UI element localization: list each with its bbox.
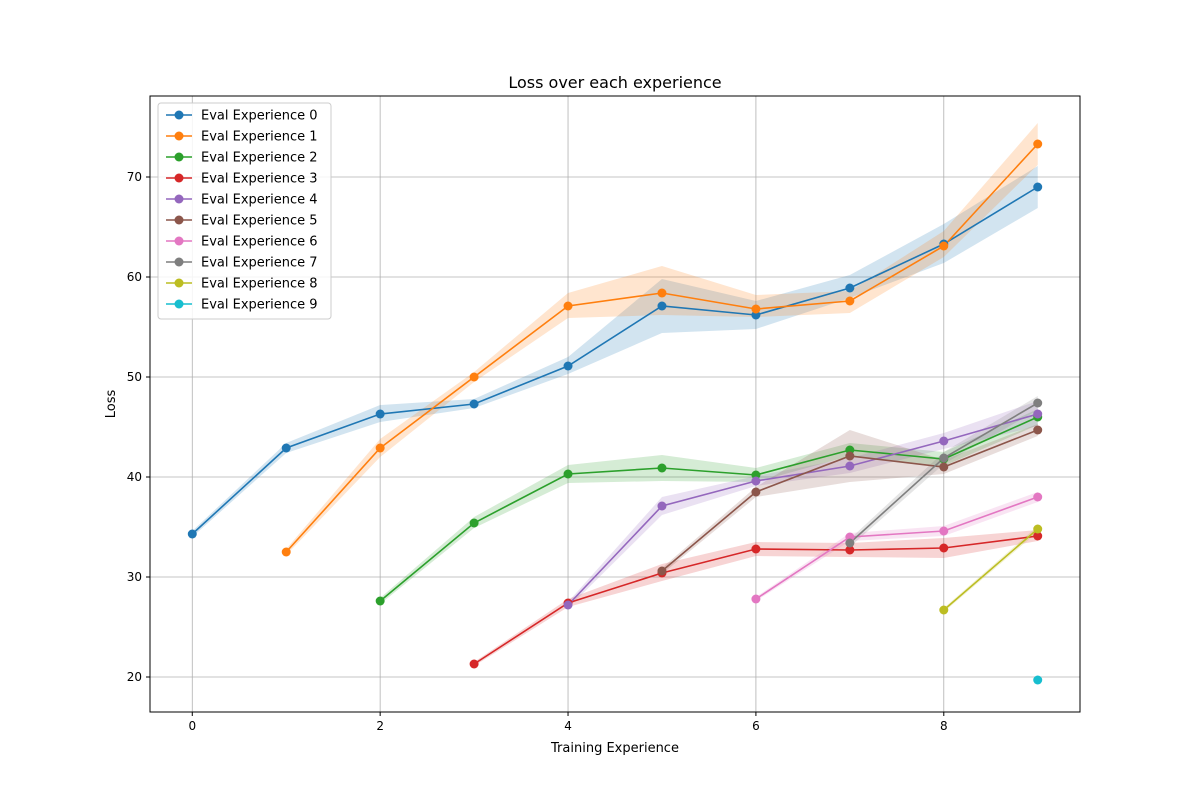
line-series-1 (285, 143, 1039, 553)
legend-marker (174, 278, 184, 288)
point-series-2 (657, 463, 667, 473)
point-series-2 (375, 596, 385, 606)
y-tick-label: 30 (127, 570, 142, 584)
line-series-2 (379, 416, 1039, 602)
point-series-8 (939, 605, 949, 615)
band-series-6 (755, 492, 1038, 601)
y-tick-label: 20 (127, 670, 142, 684)
point-series-7 (1033, 398, 1043, 408)
line-series-8 (943, 528, 1039, 611)
line-series-0 (191, 186, 1039, 535)
band-series-7 (849, 396, 1038, 547)
point-series-3 (939, 543, 949, 553)
y-axis-ticks: 20 30 40 50 60 70 (127, 170, 150, 684)
band-series-0 (192, 166, 1038, 537)
legend-label: Eval Experience 1 (201, 130, 318, 145)
point-series-0 (1033, 182, 1043, 192)
y-tick-label: 60 (127, 270, 142, 284)
legend-box (157, 102, 332, 320)
series-points (187, 139, 1043, 685)
point-series-0 (563, 361, 573, 371)
legend-label: Eval Experience 3 (201, 172, 318, 187)
point-series-9 (1033, 675, 1043, 685)
point-series-6 (751, 594, 761, 604)
point-series-0 (281, 443, 291, 453)
legend-marker (174, 173, 184, 183)
point-series-4 (751, 476, 761, 486)
point-series-0 (375, 409, 385, 419)
x-axis-ticks: 0 2 4 6 8 (188, 712, 948, 733)
legend-marker (174, 236, 184, 246)
point-series-0 (657, 301, 667, 311)
legend-label: Eval Experience 5 (201, 214, 318, 229)
point-series-4 (657, 501, 667, 511)
point-series-1 (375, 443, 385, 453)
point-series-4 (845, 461, 855, 471)
point-series-4 (563, 600, 573, 610)
legend-label: Eval Experience 7 (201, 256, 318, 271)
point-series-6 (1033, 492, 1043, 502)
y-tick-label: 40 (127, 470, 142, 484)
band-series-1 (286, 123, 1038, 555)
chart-title: Loss over each experience (508, 73, 721, 92)
band-series-4 (568, 401, 1038, 608)
legend-label: Eval Experience 6 (201, 235, 318, 250)
point-series-5 (657, 566, 667, 576)
point-series-5 (845, 451, 855, 461)
point-series-0 (845, 283, 855, 293)
point-series-5 (751, 487, 761, 497)
y-tick-label: 50 (127, 370, 142, 384)
point-series-6 (939, 526, 949, 536)
line-series-6 (755, 496, 1038, 600)
legend-label: Eval Experience 4 (201, 193, 318, 208)
point-series-3 (1033, 531, 1043, 541)
point-series-1 (845, 296, 855, 306)
point-series-3 (469, 659, 479, 669)
legend-label: Eval Experience 0 (201, 109, 318, 124)
legend-marker (174, 257, 184, 267)
point-series-1 (281, 547, 291, 557)
plot-frame (149, 95, 1081, 713)
point-series-8 (1033, 524, 1043, 534)
point-series-1 (751, 304, 761, 314)
x-tick-label: 8 (940, 719, 948, 733)
point-series-1 (469, 372, 479, 382)
point-series-1 (1033, 139, 1043, 149)
point-series-1 (563, 301, 573, 311)
legend-label: Eval Experience 9 (201, 298, 318, 313)
legend-label: Eval Experience 2 (201, 151, 318, 166)
y-axis-label: Loss (104, 390, 119, 419)
x-tick-label: 0 (188, 719, 196, 733)
point-series-0 (187, 529, 197, 539)
x-tick-label: 6 (752, 719, 760, 733)
point-series-3 (845, 545, 855, 555)
point-series-4 (939, 436, 949, 446)
x-axis-label: Training Experience (550, 741, 679, 756)
band-series-2 (380, 409, 1038, 604)
point-series-4 (1033, 409, 1043, 419)
point-series-0 (469, 399, 479, 409)
legend-marker (174, 215, 184, 225)
point-series-7 (939, 453, 949, 463)
point-series-7 (845, 538, 855, 548)
point-series-5 (939, 462, 949, 472)
point-series-3 (751, 544, 761, 554)
legend-marker (174, 299, 184, 309)
legend-marker (174, 131, 184, 141)
legend: Eval Experience 0 Eval Experience 1 Eval E… (157, 102, 332, 320)
legend-marker (174, 110, 184, 120)
x-tick-label: 2 (376, 719, 384, 733)
point-series-2 (563, 469, 573, 479)
x-tick-label: 4 (564, 719, 572, 733)
legend-label: Eval Experience 8 (201, 277, 318, 292)
legend-marker (174, 152, 184, 162)
point-series-5 (1033, 425, 1043, 435)
y-tick-label: 70 (127, 170, 142, 184)
point-series-1 (657, 288, 667, 298)
point-series-1 (939, 241, 949, 251)
legend-marker (174, 194, 184, 204)
point-series-2 (469, 518, 479, 528)
